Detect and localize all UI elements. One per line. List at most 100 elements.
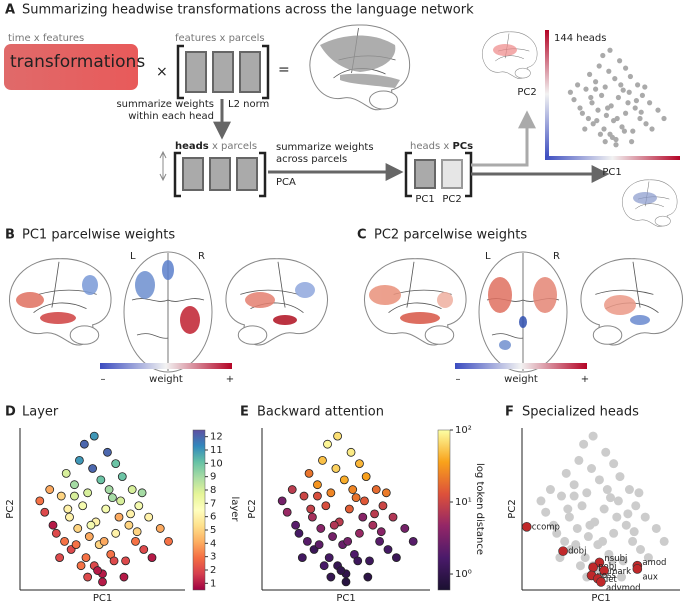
dim-label: heads x PCs (410, 141, 473, 152)
colorbar-label: log token distance (474, 463, 485, 555)
head-point (383, 545, 393, 554)
head-point (71, 540, 81, 550)
colorbar-tick-label: 9 (210, 472, 216, 483)
inset-point (633, 98, 640, 104)
head-point (579, 439, 589, 449)
colorbar-label: weight (504, 374, 538, 385)
head-point (588, 431, 598, 441)
inset-point (606, 68, 612, 74)
head-point (124, 520, 134, 530)
dim-rest: heads x (410, 141, 452, 152)
y-axis-label: PC2 (247, 499, 258, 518)
head-point (346, 447, 356, 457)
arrow (159, 150, 167, 182)
hemisphere-label: L (130, 251, 136, 262)
head-point (83, 572, 93, 582)
head-point (144, 512, 154, 522)
head-point (304, 468, 314, 478)
inset-point (626, 89, 632, 95)
head-point (618, 556, 628, 566)
head-point (336, 566, 346, 575)
head-point (360, 496, 369, 506)
inset-scatter (567, 47, 667, 148)
head-point (61, 468, 71, 478)
head-point (643, 553, 653, 563)
dim-label: features x parcels (175, 33, 265, 44)
inset-point (613, 142, 619, 148)
inset-point (617, 58, 623, 64)
colorbar (455, 363, 587, 369)
head-point (119, 572, 129, 582)
brain-map (621, 179, 678, 227)
head-point (348, 485, 358, 494)
hemisphere-label: R (553, 251, 560, 262)
x-axis-label: PC1 (591, 593, 610, 603)
head-point (70, 480, 79, 490)
head-point (541, 507, 551, 517)
specialized-point (594, 557, 605, 568)
colorbar-tick-label: 12 (210, 432, 223, 443)
inset-axis (545, 156, 680, 160)
inset-point (614, 115, 620, 122)
head-point (134, 501, 144, 511)
scatter-panel: F Specialized headsPC1PC2ccompdobjnsubjpo… (505, 405, 680, 603)
inset-point (618, 82, 624, 88)
head-point (323, 439, 332, 449)
colorbar-label: weight (149, 374, 183, 385)
head-point (329, 520, 339, 530)
head-point (81, 553, 91, 562)
inset-point (589, 100, 595, 106)
inset-point (607, 47, 613, 53)
head-point (104, 485, 114, 494)
x-axis-label: PC1 (336, 593, 355, 603)
head-point (76, 561, 86, 571)
inset-point (595, 107, 601, 113)
head-point (302, 537, 312, 546)
colorbar-label: – (456, 374, 461, 385)
panel: B PC1 parcelwise weights L R – weight + (5, 228, 329, 385)
head-point (617, 572, 627, 582)
head-point (127, 485, 137, 494)
head-point (99, 537, 109, 546)
head-point (306, 504, 316, 514)
specialized-label: aux (642, 572, 658, 582)
step-label: across parcels (276, 154, 347, 165)
head-point (111, 528, 121, 538)
inset-point (596, 63, 602, 69)
head-point (343, 537, 353, 546)
matrix (404, 151, 473, 198)
head-point (375, 537, 385, 546)
head-point (587, 464, 597, 473)
inset-point (630, 128, 636, 134)
inset-axis-label: PC2 (517, 87, 536, 98)
head-point (109, 556, 119, 566)
head-point (147, 553, 157, 562)
colorbar-tick-label: 4 (210, 538, 216, 549)
head-point (371, 485, 381, 494)
head-point (121, 556, 130, 566)
head-point (324, 553, 334, 562)
transform-box (4, 44, 138, 90)
colorbar (100, 363, 232, 369)
panel-letter: F (505, 405, 514, 420)
head-point (103, 447, 112, 457)
head-point (89, 431, 99, 441)
specialized-point (599, 565, 609, 576)
matrix (176, 44, 270, 100)
head-point (40, 507, 50, 517)
step-label: summarize weights (276, 142, 374, 153)
panel-letter: A (5, 3, 15, 18)
inset-point (619, 124, 625, 130)
head-point (319, 561, 329, 571)
inset-point (637, 115, 643, 122)
head-point (629, 527, 639, 537)
panel-title: PC1 parcelwise weights (22, 228, 175, 243)
head-point (73, 524, 83, 533)
inset-point (583, 86, 589, 92)
colorbar-label: – (101, 374, 106, 385)
colorbar-label: layer (229, 496, 240, 522)
inset-point (603, 112, 610, 118)
head-point (126, 509, 135, 519)
y-axis-label: PC2 (507, 499, 518, 518)
